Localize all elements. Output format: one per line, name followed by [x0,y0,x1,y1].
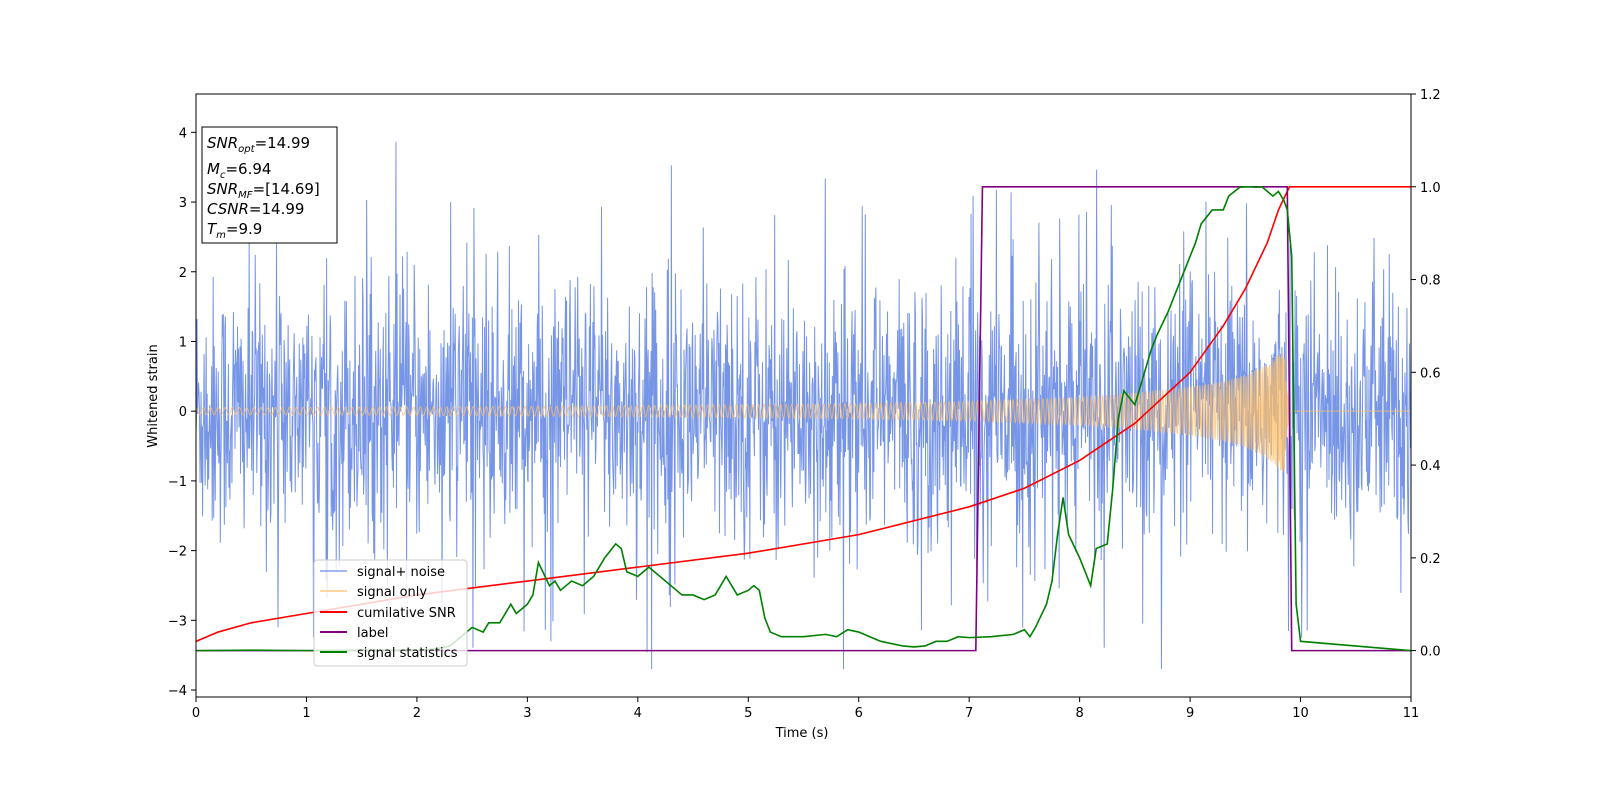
x-tick-label: 0 [192,706,200,721]
info-line: SNRopt=14.99 [207,134,310,155]
x-axis: 0 1 2 3 4 5 6 7 8 9 10 11 [192,697,1419,721]
y-tick-label-left: −2 [168,545,187,560]
y-axis-title: Whitened strain [146,344,161,447]
legend: signal+ noise signal only cumilative SNR la… [313,559,468,667]
legend-label: signal statistics [357,646,458,661]
axes-frame [195,93,1412,698]
legend-label: signal+ noise [357,565,445,580]
x-tick-label: 10 [1292,706,1309,721]
x-tick-label: 6 [855,706,863,721]
y-axis-left: −4 −3 −2 −1 0 1 2 3 4 [168,126,196,699]
x-tick-label: 7 [965,706,973,721]
series-signal-only [196,353,1411,472]
y-tick-label-left: 3 [179,196,187,211]
y-tick-label-right: 0.2 [1420,552,1441,567]
y-tick-label-right: 0.0 [1420,645,1441,660]
x-tick-label: 4 [634,706,642,721]
info-box-frame [201,126,338,244]
series-signal-statistics [196,185,1411,652]
info-line: Tm=9.9 [207,220,262,241]
legend-label: signal only [357,585,427,600]
y-tick-label-left: 1 [179,335,187,350]
x-tick-label: 9 [1186,706,1194,721]
y-tick-label-right: 0.6 [1420,366,1441,381]
info-box: SNRopt=14.99 Mc=6.94SNRMF=[14.69]CSNR=14.… [201,126,338,244]
y-tick-label-left: −4 [168,684,187,699]
x-tick-label: 1 [302,706,310,721]
y-tick-label-right: 1.0 [1420,181,1441,196]
series-signal-noise [196,142,1411,670]
y-tick-label-left: −3 [168,614,187,629]
y-tick-label-left: −1 [168,475,187,490]
info-line: SNRMF=[14.69] [207,180,320,201]
legend-frame [313,559,468,667]
series-label [196,185,1411,652]
x-tick-label: 3 [523,706,531,721]
x-tick-label: 5 [744,706,752,721]
y-tick-label-right: 0.8 [1420,274,1441,289]
legend-label: label [357,626,388,641]
y-tick-label-right: 1.2 [1420,88,1441,103]
x-axis-title: Time (s) [775,726,829,741]
info-line: CSNR=14.99 [207,200,304,218]
y-tick-label-right: 0.4 [1420,459,1441,474]
y-axis-right: 0.0 0.2 0.4 0.6 0.8 1.0 1.2 [1411,88,1441,660]
legend-label: cumilative SNR [357,606,456,621]
x-tick-label: 8 [1075,706,1083,721]
y-tick-label-left: 0 [179,405,187,420]
x-tick-label: 2 [413,706,421,721]
y-tick-label-left: 4 [179,126,187,141]
y-tick-label-left: 2 [179,266,187,281]
info-line: Mc=6.94 [207,160,271,181]
x-tick-label: 11 [1403,706,1420,721]
